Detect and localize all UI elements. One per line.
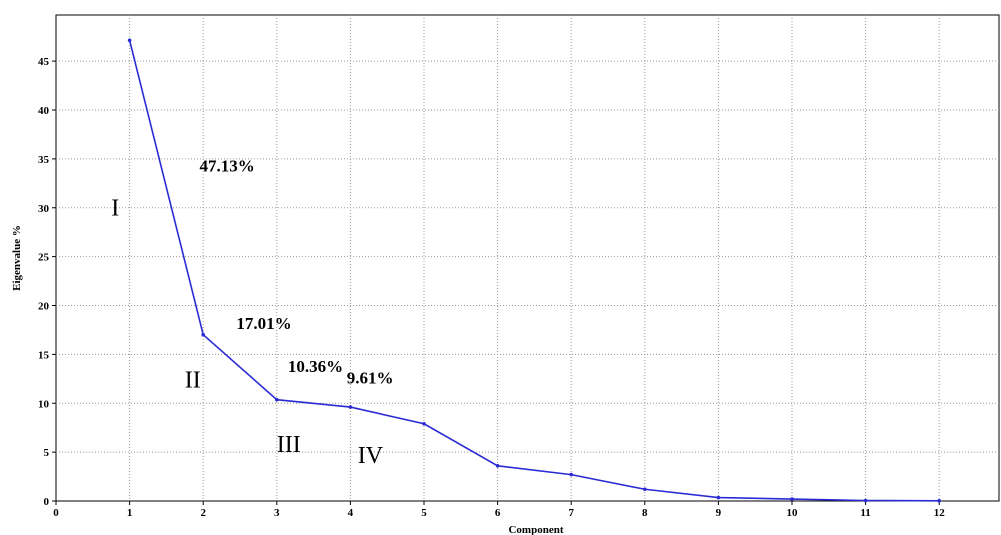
data-point <box>422 421 426 426</box>
component-group-label: I <box>111 196 119 222</box>
x-tick-label: 6 <box>495 507 501 519</box>
data-point <box>569 472 573 477</box>
data-point <box>863 498 868 503</box>
component-group-label: III <box>277 432 301 458</box>
x-tick-label: 2 <box>200 507 206 519</box>
data-point <box>643 487 647 492</box>
percent-annotation: 17.01% <box>236 314 291 333</box>
y-tick-label: 40 <box>38 105 50 117</box>
x-tick-label: 12 <box>934 507 946 519</box>
x-tick-label: 3 <box>274 507 280 519</box>
x-axis-label: Component <box>508 524 563 535</box>
y-tick-label: 45 <box>38 56 50 68</box>
y-tick-label: 20 <box>38 301 50 313</box>
x-tick-label: 0 <box>53 507 59 519</box>
grid-lines <box>56 15 999 501</box>
y-axis-label: Eigenvalue % <box>11 225 23 291</box>
x-tick-label: 1 <box>127 507 133 519</box>
x-tick-label: 8 <box>642 507 648 519</box>
component-group-label: II <box>185 368 201 394</box>
y-tick-label: 0 <box>44 496 50 508</box>
data-point <box>348 405 353 409</box>
x-tick-label: 4 <box>348 507 354 519</box>
percent-annotation: 9.61% <box>347 369 394 388</box>
x-tick-label: 7 <box>568 507 574 519</box>
data-point <box>716 495 721 500</box>
data-point <box>937 499 941 503</box>
y-tick-label: 30 <box>38 203 50 215</box>
y-tick-label: 5 <box>44 447 50 459</box>
y-tick-label: 35 <box>38 154 50 166</box>
x-tick-label: 10 <box>787 507 799 519</box>
y-tick-label: 25 <box>38 252 50 264</box>
data-point <box>201 332 205 337</box>
data-point <box>127 38 132 43</box>
y-tick-label: 15 <box>38 349 50 361</box>
series-line <box>128 40 940 502</box>
x-tick-label: 5 <box>421 507 427 519</box>
data-point <box>275 397 279 402</box>
data-point <box>495 464 500 468</box>
data-points <box>127 38 941 503</box>
percent-annotation: 10.36% <box>288 357 343 376</box>
component-group-label: IV <box>358 443 384 469</box>
percent-annotation: 47.13% <box>200 157 255 176</box>
x-tick-label: 11 <box>860 507 870 519</box>
x-tick-label: 9 <box>716 507 722 519</box>
plot-area <box>55 14 1000 502</box>
data-point <box>790 497 794 501</box>
y-tick-label: 10 <box>38 398 50 410</box>
